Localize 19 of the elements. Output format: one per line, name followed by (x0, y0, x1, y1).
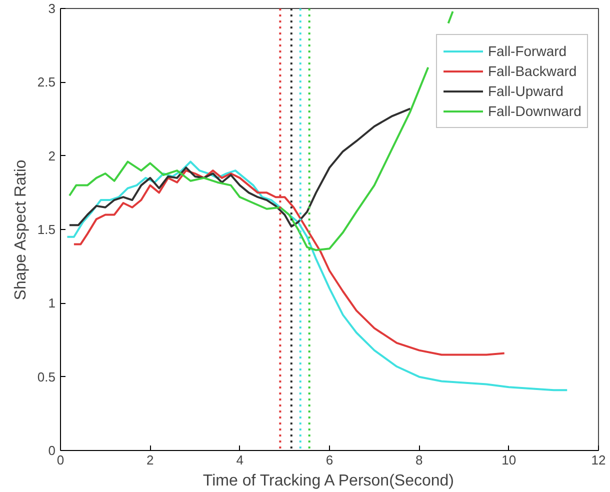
y-tick-label: 2 (48, 148, 56, 164)
x-tick-label: 8 (416, 452, 423, 468)
y-tick-label: 0 (48, 443, 56, 458)
x-tick-label: 2 (146, 452, 154, 468)
y-axis-title: Shape Aspect Ratio (12, 160, 30, 300)
y-tick-label: 3 (48, 1, 56, 16)
y-tick-label: 0.5 (37, 369, 56, 384)
x-tick-label: 10 (502, 452, 516, 468)
y-tick-label: 1.5 (37, 222, 56, 237)
legend-label: Fall-Backward (488, 63, 577, 79)
y-tick-label: 2.5 (37, 74, 56, 90)
legend-label: Fall-Downward (488, 103, 582, 119)
x-tick-label: 6 (326, 452, 334, 468)
x-axis-title: Time of Tracking A Person(Second) (202, 472, 454, 490)
x-tick-label: 12 (591, 452, 606, 468)
x-tick-label: 4 (236, 452, 244, 468)
y-tick-label: 1 (48, 296, 56, 311)
legend-label: Fall-Upward (488, 83, 564, 99)
legend-label: Fall-Forward (488, 43, 567, 59)
